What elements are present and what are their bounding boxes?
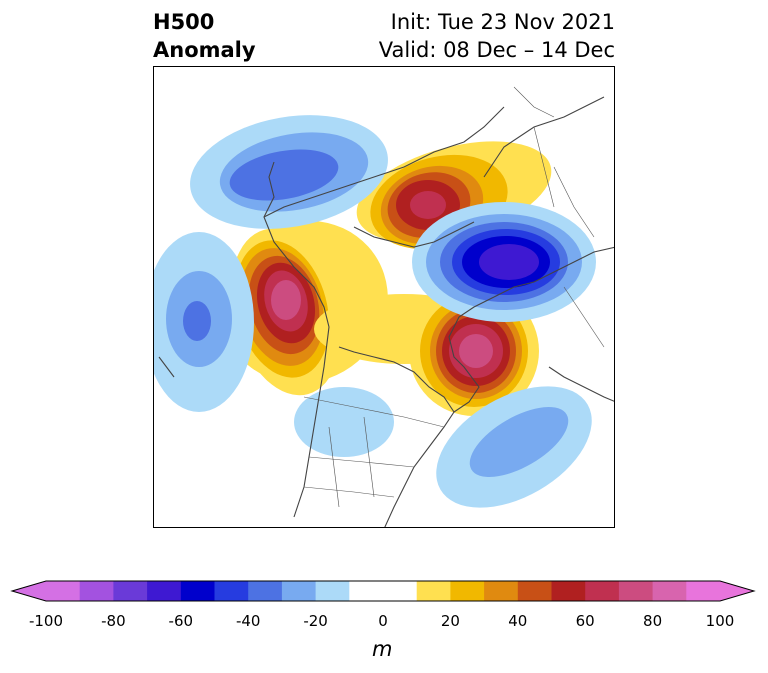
colorbar-bin [686,581,721,601]
colorbar-bin [315,581,350,601]
borders [303,86,605,508]
colorbar-tick-label: -100 [28,612,64,630]
ridge-greenland [314,286,539,416]
map-title: H500 Anomaly [153,8,256,64]
colorbar-bin [113,581,148,601]
title-line-2: Anomaly [153,38,256,62]
forecast-info: Init: Tue 23 Nov 2021 Valid: 08 Dec – 14… [379,8,615,64]
title-line-1: H500 [153,10,215,34]
trough-north-pacific [154,232,254,412]
colorbar [10,580,756,602]
valid-period: Valid: 08 Dec – 14 Dec [378,38,615,62]
colorbar-tick-label: 40 [508,612,528,630]
map-canvas [154,86,614,527]
colorbar-bin [214,581,249,601]
colorbar-bin [416,581,451,601]
colorbar-bin [281,581,317,601]
colorbar-tick-label: 0 [378,612,388,630]
coastlines [158,96,614,527]
colorbar-bin [618,581,654,601]
trough-atlantic [436,386,592,508]
colorbar-tick-label: -20 [303,612,328,630]
colorbar-unit: m [372,637,393,661]
colorbar-bin [79,581,114,601]
trough-europe [412,202,596,322]
colorbar-bin [46,581,81,601]
colorbar-bin [551,581,586,601]
colorbar-extend-high [720,581,754,601]
colorbar-bin [484,581,519,601]
colorbar-bin [147,581,182,601]
colorbar-bin [349,581,384,601]
trough-north-america [294,387,394,457]
colorbar-bin [180,581,215,601]
colorbar-extend-low [12,581,46,601]
colorbar-bins [46,581,721,601]
colorbar-tick-label: 100 [705,612,735,630]
colorbar-tick-label: 20 [440,612,460,630]
colorbar-tick-label: -40 [235,612,261,630]
colorbar-bin [450,581,485,601]
anomaly-map [153,66,615,528]
colorbar-bin [248,581,283,601]
colorbar-tick-label: 60 [575,612,595,630]
colorbar-bin [585,581,620,601]
colorbar-tick-label: -60 [168,612,194,630]
colorbar-tick-labels: -100 -80 -60 -40 -20 0 20 40 60 80 100 [0,612,768,632]
colorbar-bin [652,581,687,601]
colorbar-tick-label: -80 [101,612,126,630]
colorbar-bin [383,581,418,601]
colorbar-bin [517,581,552,601]
colorbar-tick-label: 80 [643,612,663,630]
ridge-pacific [220,220,388,396]
init-date: Init: Tue 23 Nov 2021 [390,10,615,34]
